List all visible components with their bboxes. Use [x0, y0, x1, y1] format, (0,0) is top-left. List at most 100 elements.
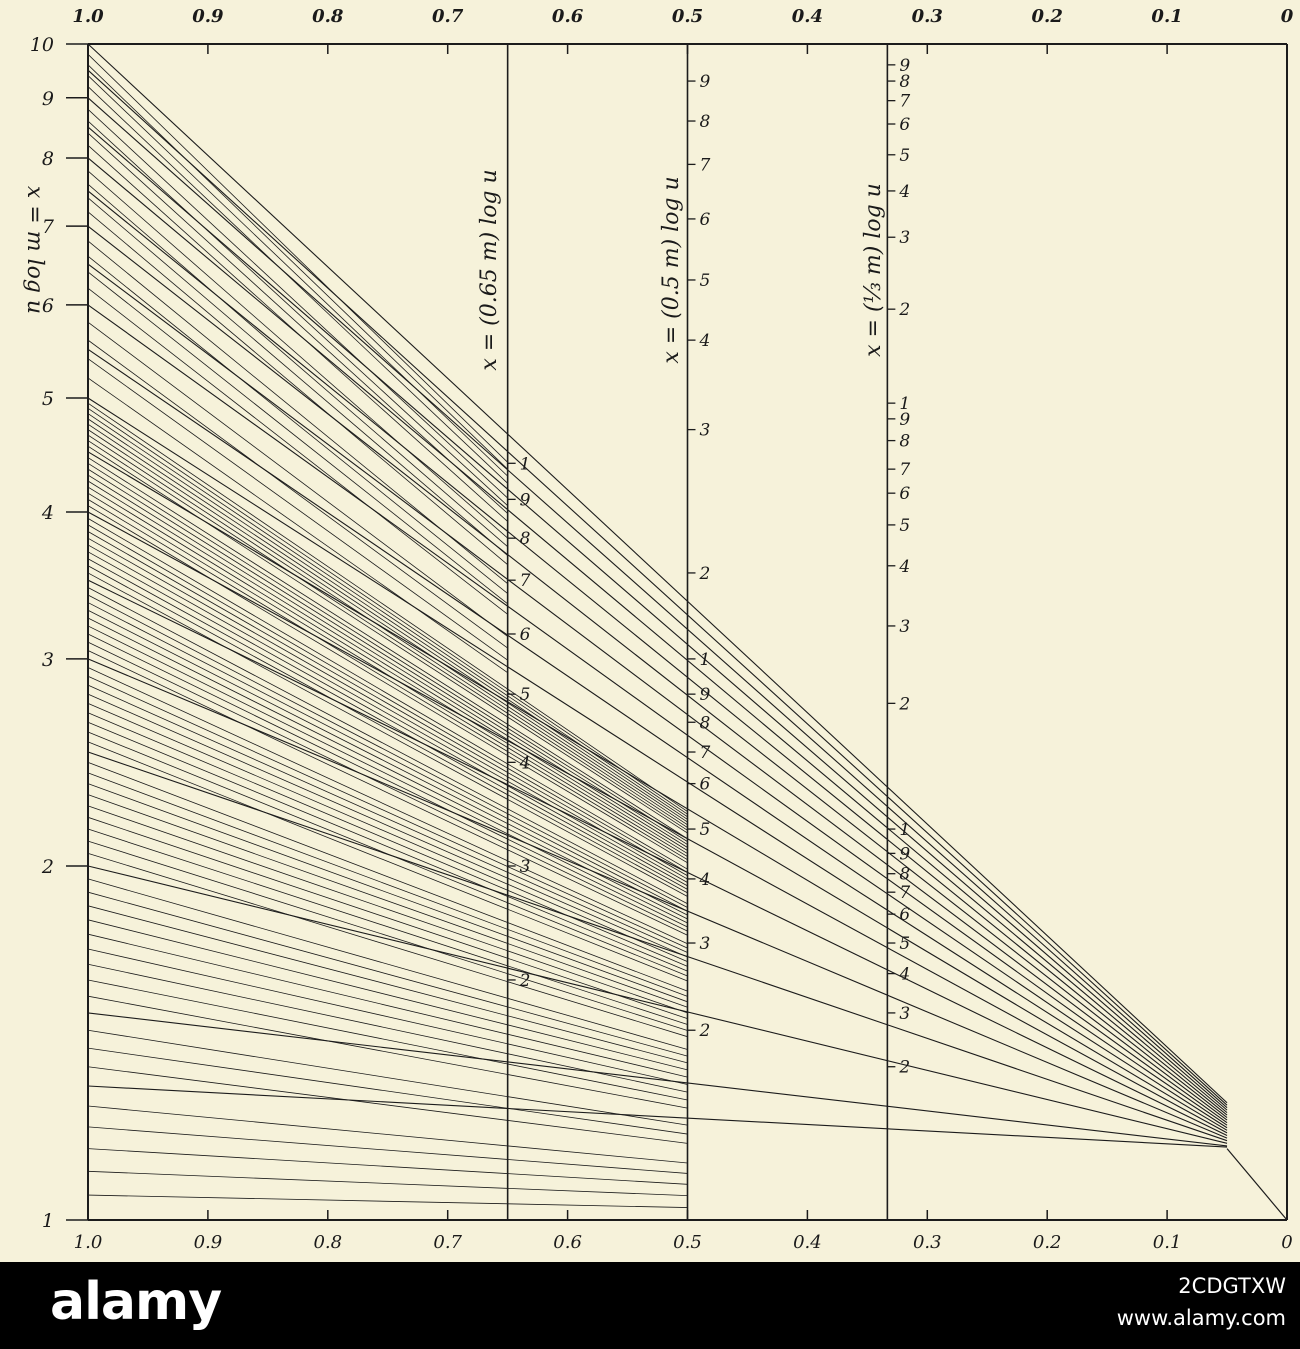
fan-line: [87, 321, 508, 637]
fan-line: [87, 816, 688, 1020]
fan-line: [87, 1105, 688, 1164]
fan-line: [87, 240, 508, 584]
scale-033-mark-label: 5: [899, 146, 910, 166]
scale-033-mark-label: 7: [899, 883, 910, 903]
scale-033-mark-label: 2: [898, 694, 910, 714]
fan-lines: [87, 43, 1288, 1221]
x-tick-label-top: 0.6: [552, 6, 584, 27]
scale-033-mark-label: 7: [899, 460, 910, 480]
scale-065-title: x = (0.65 m) log u: [477, 169, 502, 370]
scale-065-mark-label: 4: [519, 753, 531, 773]
scale-033-mark-label: 6: [899, 905, 910, 925]
scale-05-mark-label: 6: [700, 775, 711, 795]
fan-line: [87, 480, 688, 851]
fan-line: [87, 565, 688, 894]
fan-line: [87, 402, 688, 812]
fan-line: [87, 263, 1228, 1121]
fan-line: [87, 1066, 688, 1144]
fan-line: [87, 783, 688, 1003]
scale-05-mark-label: 5: [700, 271, 711, 291]
fan-line: [87, 979, 688, 1101]
scale-05-mark-label: 6: [700, 210, 711, 230]
nomogram-chart: 1.0 0.9 0.8 0.7 0.6 0.5 0.4 0.3 0.2 0.1 0 1.0 0.9 0.8…: [22, 6, 1294, 1253]
fan-line: [87, 183, 508, 548]
x-tick-label-bottom: 0.7: [433, 1232, 462, 1253]
scale-033-title: x = (⅓ m) log u: [861, 183, 886, 357]
fan-line: [87, 75, 508, 477]
fan-line: [87, 878, 688, 1050]
fan-line: [87, 429, 688, 826]
fan-line: [87, 418, 688, 820]
scale-033-mark-label: 7: [899, 92, 910, 112]
fan-line: [87, 702, 688, 963]
watermark-image-id: 2CDGTXW: [1178, 1274, 1286, 1298]
fan-line: [87, 1148, 688, 1185]
scale-033-mark-label: 8: [899, 72, 910, 92]
fan-line: [87, 579, 1228, 1136]
scale-05-mark-label: 3: [700, 934, 711, 954]
fan-line: [87, 120, 508, 506]
fan-line: [87, 828, 688, 1025]
fan-line: [87, 675, 688, 949]
scale-033-mark-label: 4: [898, 557, 910, 577]
fan-line: [87, 457, 688, 840]
y-tick-label-left: 3: [42, 649, 54, 671]
fan-line: [87, 462, 688, 842]
fan-line: [87, 271, 508, 605]
x-tick-label-top: 0.9: [192, 6, 224, 27]
x-tick-label-bottom: 0.1: [1153, 1232, 1182, 1253]
fan-line: [87, 339, 508, 649]
fan-line: [87, 852, 688, 1038]
x-tick-label-bottom: 0.8: [313, 1232, 342, 1253]
scale-065-mark-label: 6: [520, 625, 531, 645]
scale-05-mark-label: 9: [700, 72, 711, 92]
fan-line: [87, 145, 508, 522]
fan-line: [87, 348, 1228, 1126]
scale-033-mark-label: 2: [898, 1058, 910, 1078]
fan-line: [87, 572, 688, 897]
fan-line: [87, 499, 688, 861]
scale-065-mark-label: 1: [520, 454, 531, 474]
fan-line: [87, 377, 508, 674]
scale-033-mark-label: 9: [899, 410, 910, 430]
fan-line: [87, 255, 508, 594]
x-tick-label-bottom: 0.6: [553, 1232, 582, 1253]
scale-05-mark-label: 7: [700, 743, 711, 763]
fan-line: [87, 413, 688, 818]
x-tick-label-top: 0.7: [432, 6, 464, 27]
scale-05-mark-label: 4: [699, 870, 711, 890]
fan-line: [87, 69, 1228, 1106]
fan-line: [87, 126, 1228, 1111]
fan-line: [87, 468, 688, 845]
fan-line: [87, 633, 688, 928]
fan-line: [87, 840, 688, 1031]
fan-line: [87, 609, 688, 916]
fan-line: [87, 440, 688, 831]
axis-labels: 1.0 0.9 0.8 0.7 0.6 0.5 0.4 0.3 0.2 0.1 0 1.0 0.9 0.8…: [30, 6, 1294, 1253]
fan-line: [87, 721, 688, 972]
fan-line: [87, 1194, 688, 1208]
fan-line: [87, 43, 1228, 1104]
fan-line: [87, 108, 508, 499]
scale-033-mark-label: 9: [899, 844, 910, 864]
fan-line: [87, 805, 688, 1014]
fan-line: [87, 650, 688, 936]
scale-033-mark-label: 9: [899, 56, 910, 76]
scale-05-mark-label: 8: [700, 112, 711, 132]
fan-line: [87, 544, 688, 883]
fan-line: [87, 397, 1228, 1129]
fan-line: [87, 524, 688, 873]
fan-line: [87, 625, 688, 924]
fan-line: [87, 551, 688, 887]
fan-line: [87, 933, 688, 1078]
fan-line: [87, 132, 508, 514]
x-tick-label-bottom: 0.9: [194, 1232, 223, 1253]
fan-line: [87, 919, 688, 1071]
fan-line: [87, 225, 1228, 1119]
fan-line: [87, 287, 508, 615]
scale-065-mark-label: 5: [520, 685, 531, 705]
fan-line: [87, 157, 1228, 1114]
fan-line: [87, 1126, 688, 1174]
fan-line: [87, 54, 508, 463]
fan-line: [87, 587, 688, 905]
